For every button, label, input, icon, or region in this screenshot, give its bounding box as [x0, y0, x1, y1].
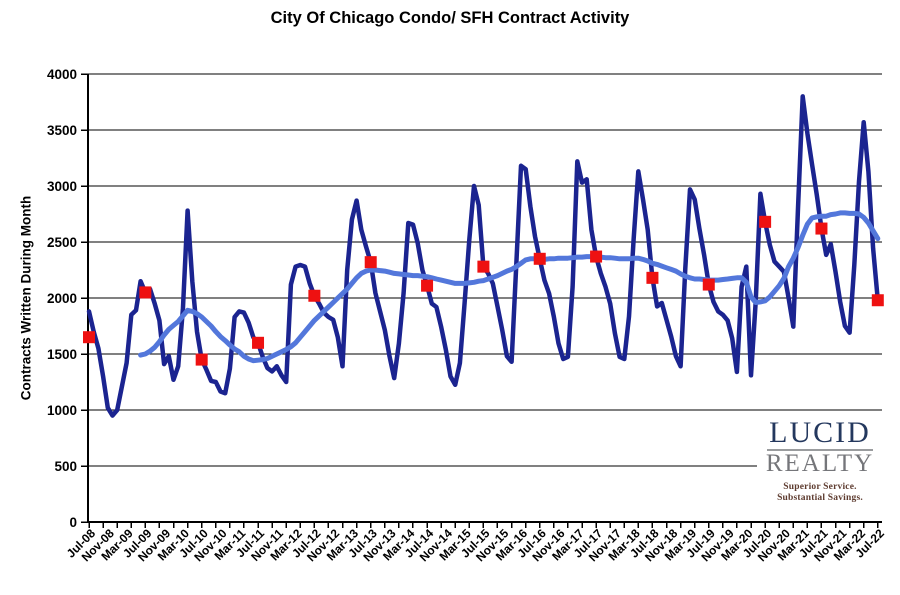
y-tick-label: 1500 — [47, 347, 77, 362]
logo-divider — [767, 449, 873, 451]
y-tick-label: 1000 — [47, 403, 77, 418]
x-axis-ticks — [88, 522, 879, 528]
lucid-realty-logo: LUCID REALTY Superior Service. Substanti… — [757, 417, 883, 509]
chart-title: City Of Chicago Condo/ SFH Contract Acti… — [270, 9, 630, 27]
x-axis-labels: Jul-08Nov-08Mar-09Jul-09Nov-09Mar-10Jul-… — [64, 526, 887, 564]
y-tick-label: 2500 — [47, 235, 77, 250]
y-tick-label: 3000 — [47, 179, 77, 194]
july-marker — [139, 286, 152, 299]
july-marker — [871, 294, 884, 307]
y-tick-label: 2000 — [47, 291, 77, 306]
logo-tagline: Superior Service. Substantial Savings. — [777, 482, 863, 504]
y-tick-label: 3500 — [47, 123, 77, 138]
y-axis-title: Contracts Written During Month — [18, 195, 34, 401]
y-axis-ticks: 0 500 1000 1500 2000 2500 3000 3500 4000 — [47, 67, 88, 530]
july-marker — [252, 336, 265, 349]
y-tick-label: 500 — [54, 459, 77, 474]
july-marker — [759, 215, 772, 228]
series-july_markers — [83, 215, 884, 366]
july-marker — [308, 289, 321, 302]
logo-lucid-text: LUCID — [769, 416, 871, 449]
grid-lines — [88, 73, 882, 467]
july-marker — [590, 250, 603, 263]
logo-realty-text: REALTY — [765, 450, 875, 477]
july-marker — [702, 278, 715, 291]
logo-tagline-line1: Superior Service. — [783, 482, 857, 492]
july-marker — [421, 279, 434, 292]
july-marker — [83, 331, 95, 344]
y-tick-label: 4000 — [47, 67, 77, 82]
series-monthly_contracts — [86, 94, 881, 418]
series-twelve_month_trend — [138, 210, 881, 364]
y-tick-label: 0 — [69, 515, 77, 530]
july-marker — [533, 252, 546, 265]
july-marker — [646, 271, 659, 284]
july-marker — [195, 353, 208, 366]
july-marker — [364, 256, 377, 269]
logo-tagline-line2: Substantial Savings. — [777, 493, 863, 503]
july-marker — [815, 222, 828, 235]
july-marker — [477, 260, 490, 273]
